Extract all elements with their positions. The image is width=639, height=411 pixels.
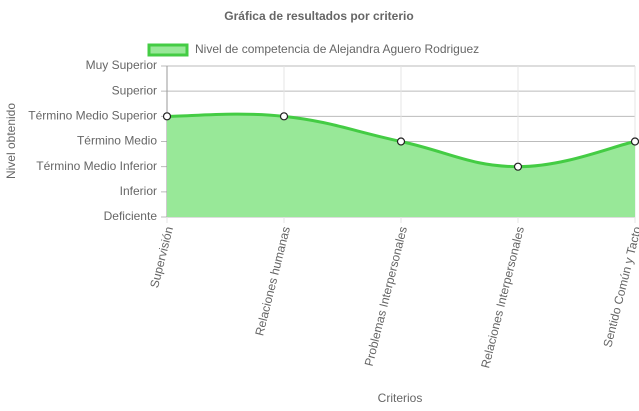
x-tick-label: Problemas Interpersonales <box>362 225 410 368</box>
chart-title: Gráfica de resultados por criterio <box>224 9 413 23</box>
point <box>162 112 172 121</box>
point <box>396 137 406 146</box>
x-axis-label: Criterios <box>378 391 423 405</box>
y-tick-label: Deficiente <box>104 209 158 223</box>
x-tick-label: Sentido Común y Tacto <box>600 225 639 349</box>
x-tick-label: Relaciones Interpersonales <box>478 225 527 369</box>
legend-swatch <box>147 43 189 57</box>
point <box>279 112 289 121</box>
y-tick-label: Término Medio Superior <box>28 109 157 123</box>
point <box>513 162 523 171</box>
x-tick-label: Relaciones humanas <box>252 225 293 337</box>
y-tick-label: Inferior <box>120 184 157 198</box>
y-tick-label: Superior <box>112 83 157 97</box>
y-tick-label: Término Medio Inferior <box>36 159 157 173</box>
x-tick-label: Supervisión <box>147 225 176 289</box>
y-axis-label: Nivel obtenido <box>4 103 18 179</box>
y-tick-label: Muy Superior <box>86 58 157 72</box>
legend-label: Nivel de competencia de Alejandra Aguero… <box>195 42 479 56</box>
point <box>630 137 639 146</box>
area <box>167 114 635 217</box>
y-tick-label: Término Medio <box>77 134 157 148</box>
